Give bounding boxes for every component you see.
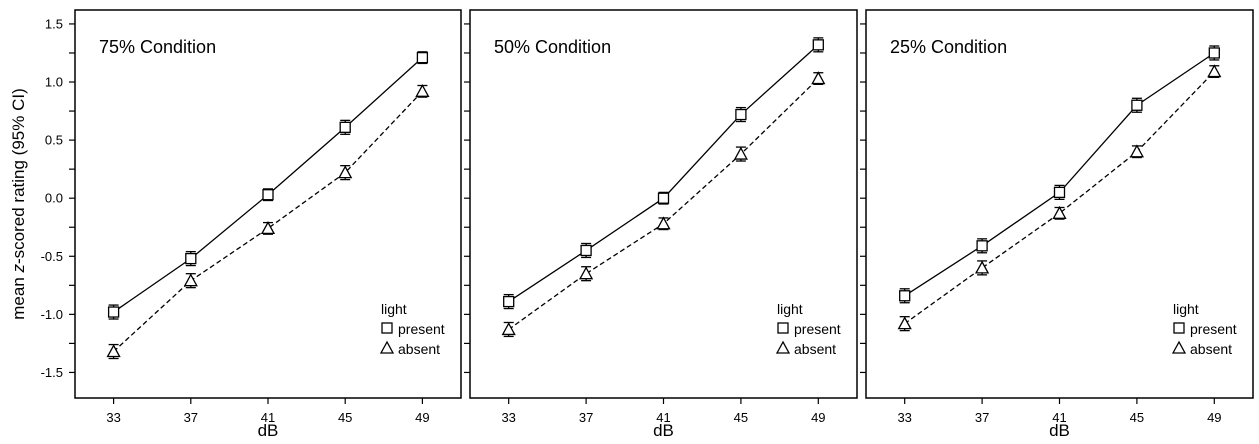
data-point-square [416, 51, 429, 64]
data-point-square [976, 240, 988, 252]
x-tick-label: 37 [579, 410, 593, 425]
data-point-triangle [183, 273, 198, 287]
y-tick-label: 0.5 [45, 133, 63, 148]
legend: light present absent [775, 301, 841, 357]
data-point-square [107, 306, 120, 318]
data-point-triangle [106, 344, 121, 358]
legend-label: present [1190, 321, 1237, 337]
legend-title: light [777, 301, 803, 317]
data-point-square [580, 244, 592, 257]
x-axis-title: dB [258, 421, 279, 439]
legend-marker-square [777, 322, 789, 334]
legend: light present absent [379, 301, 445, 357]
data-point-square [1131, 99, 1143, 111]
series-absent [501, 71, 826, 338]
legend-marker-triangle [775, 340, 791, 354]
plot-frame [74, 9, 462, 399]
panel-3: 33 37 41 45 49 dB 25% Condition light present abs… [860, 9, 1254, 440]
data-point-triangle [811, 71, 826, 85]
series-present [107, 51, 429, 320]
legend: light present absent [1171, 301, 1237, 357]
legend-label: present [794, 321, 841, 337]
data-point-triangle [733, 146, 748, 160]
y-tick-label: 1.5 [45, 16, 63, 31]
x-axis-title: dB [653, 421, 674, 439]
series-line [508, 44, 819, 303]
data-point-square [503, 295, 515, 308]
data-point-triangle [260, 221, 276, 235]
data-point-triangle [656, 216, 671, 230]
x-tick-label: 41 [656, 410, 670, 425]
panel-1: -1.5 -1.0 -0.5 0.0 0.5 1.0 1.5 33 37 41 45 49 dB mean… [9, 9, 462, 440]
x-tick-label: 41 [1052, 410, 1066, 425]
y-axis-title: mean z-scored rating (95% CI) [9, 88, 28, 319]
legend-marker-triangle [1171, 340, 1187, 354]
data-point-triangle [975, 260, 990, 274]
legend-marker-square [1173, 322, 1185, 334]
data-point-triangle [1207, 64, 1222, 78]
data-point-square [1208, 47, 1220, 59]
x-tick-label: 33 [897, 410, 911, 425]
data-point-triangle [501, 322, 516, 336]
legend-label: absent [794, 341, 836, 357]
x-tick-label: 33 [501, 410, 515, 425]
data-point-triangle [1052, 205, 1067, 219]
series-present [503, 37, 824, 310]
panel-title: 75% Condition [99, 37, 216, 57]
x-tick-label: 49 [1207, 410, 1221, 425]
y-axis-title-part: z [9, 263, 28, 273]
series-absent [897, 64, 1222, 332]
data-point-triangle [1129, 144, 1144, 158]
series-line [113, 90, 423, 353]
series-absent [106, 83, 430, 360]
y-axis-title-part: mean [9, 272, 28, 319]
x-tick-label: 33 [106, 410, 120, 425]
series-present [899, 45, 1220, 304]
data-point-square [899, 290, 911, 302]
x-tick-label: 45 [338, 410, 352, 425]
legend-title: light [381, 301, 407, 317]
x-axis-title: dB [1049, 421, 1070, 439]
x-tick-label: 37 [184, 410, 198, 425]
x-tick-label: 49 [811, 410, 825, 425]
y-tick-label: -1.0 [41, 307, 63, 322]
y-tick-label: -1.5 [41, 365, 63, 380]
data-point-square [735, 108, 747, 121]
data-point-square [262, 189, 274, 201]
data-point-triangle [579, 266, 594, 280]
y-tick-label: -0.5 [41, 249, 63, 264]
legend-marker-triangle [379, 340, 395, 354]
series-line [904, 52, 1215, 297]
x-tick-label: 49 [415, 410, 429, 425]
y-axis-title-part: -scored rating (95% CI) [9, 88, 28, 264]
series-line [113, 57, 423, 313]
x-tick-label: 45 [734, 410, 748, 425]
x-tick-label: 45 [1130, 410, 1144, 425]
x-tick-label: 41 [261, 410, 275, 425]
data-point-triangle [415, 83, 430, 97]
panel-title: 25% Condition [890, 37, 1007, 57]
legend-title: light [1173, 301, 1199, 317]
panel-title: 50% Condition [494, 37, 611, 57]
data-point-square [812, 39, 824, 51]
legend-label: present [398, 321, 445, 337]
data-point-square [185, 252, 197, 265]
legend-label: absent [1190, 341, 1232, 357]
y-tick-label: 1.0 [45, 75, 63, 90]
data-point-triangle [897, 316, 912, 330]
panel-2: 33 37 41 45 49 dB 50% Condition light present abs… [464, 9, 858, 440]
x-tick-label: 37 [975, 410, 989, 425]
legend-label: absent [398, 341, 440, 357]
data-point-square [339, 121, 351, 133]
legend-marker-square [381, 322, 393, 334]
data-point-square [1053, 186, 1066, 199]
data-point-triangle [338, 165, 353, 179]
data-point-square [657, 192, 670, 204]
y-tick-label: 0.0 [45, 191, 63, 206]
plot-frame [865, 9, 1254, 399]
